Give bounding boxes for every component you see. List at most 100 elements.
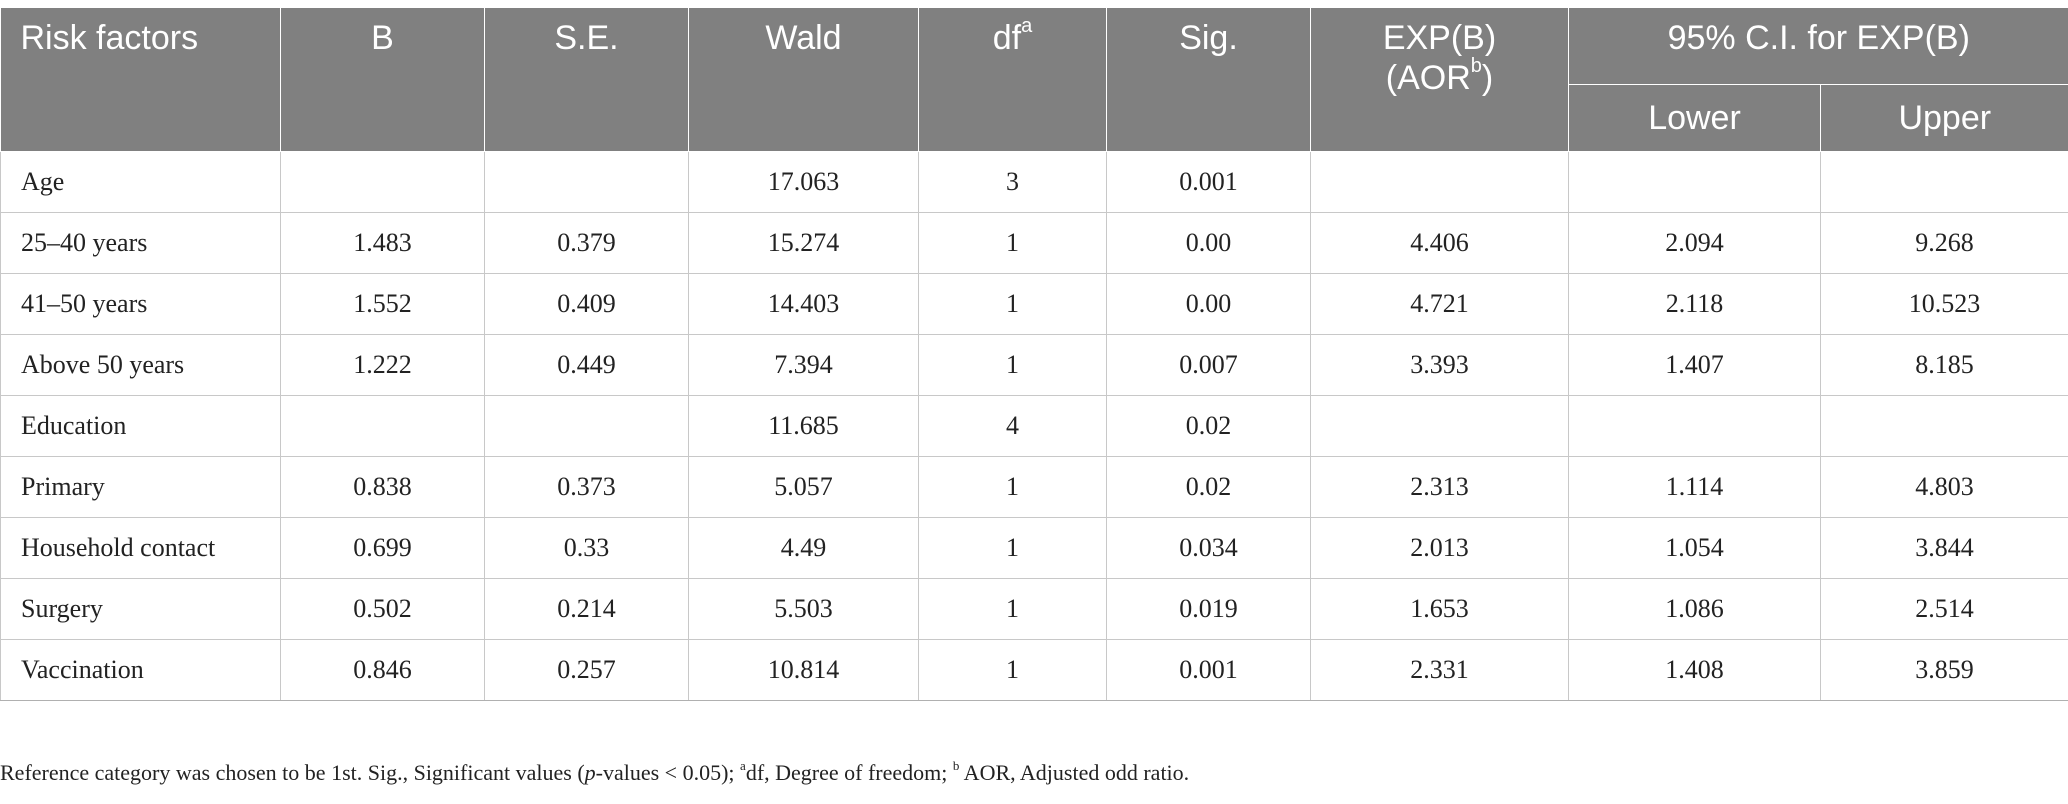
cell-expb: 3.393 [1310, 334, 1569, 396]
cell-b: 1.222 [280, 334, 485, 396]
cell-sig: 0.02 [1106, 395, 1311, 457]
cell-wald: 15.274 [688, 212, 919, 274]
cell-b: 0.846 [280, 639, 485, 701]
cell-se: 0.214 [484, 578, 689, 640]
cell-ci-upper: 4.803 [1819, 456, 2068, 518]
cell-b: 1.552 [280, 273, 485, 335]
regression-table-container: Risk factors B S.E. Wald dfa Sig. EXP(B)… [0, 8, 2068, 701]
table-row: Vaccination 0.846 0.257 10.814 1 0.001 2.331 1.… [0, 639, 2068, 701]
cell-ci-lower: 1.086 [1568, 578, 1821, 640]
cell-wald: 4.49 [688, 517, 919, 579]
table-header: Risk factors B S.E. Wald dfa Sig. EXP(B)… [0, 8, 2068, 152]
cell-ci-upper: 3.844 [1819, 517, 2068, 579]
cell-sig: 0.019 [1106, 578, 1311, 640]
cell-df: 1 [918, 334, 1107, 396]
header-df-superscript: a [1021, 15, 1033, 37]
cell-b [280, 395, 485, 457]
cell-df: 3 [918, 151, 1107, 213]
header-risk-factors: Risk factors [0, 8, 281, 152]
table-row: Age 17.063 3 0.001 [0, 151, 2068, 213]
cell-ci-lower: 1.114 [1568, 456, 1821, 518]
cell-sig: 0.00 [1106, 273, 1311, 335]
table-row: Household contact 0.699 0.33 4.49 1 0.034 2.01… [0, 517, 2068, 579]
cell-risk-factor: Education [0, 395, 281, 457]
cell-se: 0.257 [484, 639, 689, 701]
header-expb-line2: (AORb) [1385, 55, 1494, 97]
table-footnote: Reference category was chosen to be 1st.… [0, 758, 1190, 785]
cell-ci-upper: 9.268 [1819, 212, 2068, 274]
cell-risk-factor: Age [0, 151, 281, 213]
cell-expb: 4.406 [1310, 212, 1569, 274]
header-ci-group: 95% C.I. for EXP(B) [1567, 8, 2068, 85]
cell-ci-upper [1819, 395, 2068, 457]
cell-expb: 2.313 [1310, 456, 1569, 518]
cell-expb: 2.013 [1310, 517, 1569, 579]
table-body: Age 17.063 3 0.001 25–40 years 1.483 0.379 15.2… [0, 151, 2068, 701]
cell-se: 0.33 [484, 517, 689, 579]
header-wald: Wald [688, 8, 919, 152]
cell-df: 1 [918, 456, 1107, 518]
header-b: B [280, 8, 485, 152]
cell-ci-lower: 1.408 [1568, 639, 1821, 701]
cell-risk-factor: 41–50 years [0, 273, 281, 335]
cell-ci-lower: 1.407 [1568, 334, 1821, 396]
table-row: Primary 0.838 0.373 5.057 1 0.02 2.313 1.114 4.8… [0, 456, 2068, 518]
cell-sig: 0.02 [1106, 456, 1311, 518]
cell-b: 0.502 [280, 578, 485, 640]
header-se: S.E. [484, 8, 689, 152]
cell-wald: 7.394 [688, 334, 919, 396]
table-row: Above 50 years 1.222 0.449 7.394 1 0.007 3.393… [0, 334, 2068, 396]
cell-wald: 14.403 [688, 273, 919, 335]
logistic-regression-table: Risk factors B S.E. Wald dfa Sig. EXP(B)… [0, 8, 2068, 701]
cell-se: 0.379 [484, 212, 689, 274]
header-expb: EXP(B) (AORb) [1310, 8, 1569, 152]
cell-expb: 2.331 [1310, 639, 1569, 701]
header-ci-lower: Lower [1568, 84, 1821, 152]
cell-sig: 0.034 [1106, 517, 1311, 579]
cell-se [484, 151, 689, 213]
cell-ci-upper: 8.185 [1819, 334, 2068, 396]
header-df: dfa [918, 8, 1107, 152]
cell-wald: 17.063 [688, 151, 919, 213]
cell-expb [1310, 151, 1569, 213]
cell-risk-factor: Vaccination [0, 639, 281, 701]
cell-df: 1 [918, 212, 1107, 274]
header-ci-upper: Upper [1819, 84, 2068, 152]
cell-ci-upper: 2.514 [1819, 578, 2068, 640]
cell-se: 0.409 [484, 273, 689, 335]
table-row: Surgery 0.502 0.214 5.503 1 0.019 1.653 1.086 2.… [0, 578, 2068, 640]
header-expb-superscript: b [1470, 55, 1482, 77]
cell-risk-factor: Primary [0, 456, 281, 518]
cell-ci-upper: 10.523 [1819, 273, 2068, 335]
table-row: 25–40 years 1.483 0.379 15.274 1 0.00 4.406 2.0… [0, 212, 2068, 274]
cell-sig: 0.001 [1106, 151, 1311, 213]
cell-df: 1 [918, 639, 1107, 701]
cell-se: 0.449 [484, 334, 689, 396]
cell-df: 1 [918, 578, 1107, 640]
cell-wald: 5.503 [688, 578, 919, 640]
cell-ci-upper [1819, 151, 2068, 213]
cell-expb: 4.721 [1310, 273, 1569, 335]
cell-ci-lower [1568, 395, 1821, 457]
table-row: Education 11.685 4 0.02 [0, 395, 2068, 457]
cell-ci-lower: 1.054 [1568, 517, 1821, 579]
cell-wald: 5.057 [688, 456, 919, 518]
cell-df: 1 [918, 517, 1107, 579]
cell-sig: 0.00 [1106, 212, 1311, 274]
cell-se [484, 395, 689, 457]
cell-risk-factor: 25–40 years [0, 212, 281, 274]
cell-sig: 0.007 [1106, 334, 1311, 396]
cell-ci-upper: 3.859 [1819, 639, 2068, 701]
cell-wald: 11.685 [688, 395, 919, 457]
cell-se: 0.373 [484, 456, 689, 518]
cell-df: 1 [918, 273, 1107, 335]
cell-risk-factor: Household contact [0, 517, 281, 579]
cell-b: 0.699 [280, 517, 485, 579]
cell-sig: 0.001 [1106, 639, 1311, 701]
cell-ci-lower: 2.094 [1568, 212, 1821, 274]
cell-ci-lower: 2.118 [1568, 273, 1821, 335]
header-sig: Sig. [1106, 8, 1311, 152]
cell-expb: 1.653 [1310, 578, 1569, 640]
cell-risk-factor: Surgery [0, 578, 281, 640]
cell-df: 4 [918, 395, 1107, 457]
